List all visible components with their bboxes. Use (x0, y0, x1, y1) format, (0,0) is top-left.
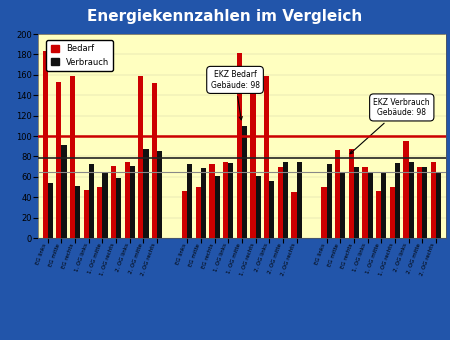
Bar (56, 82, 62, 238)
Bar (89, 164, 94, 238)
Bar (395, 163, 400, 238)
Bar (264, 76, 269, 238)
Bar (269, 181, 274, 238)
Bar (335, 150, 340, 238)
Bar (196, 187, 201, 238)
Bar (48, 183, 53, 238)
Bar (187, 164, 193, 238)
Bar (403, 141, 409, 238)
Bar (409, 162, 414, 238)
Bar (327, 164, 332, 238)
Text: Energiekennzahlen im Vergleich: Energiekennzahlen im Vergleich (87, 10, 363, 24)
Bar (215, 176, 220, 238)
Bar (390, 187, 395, 238)
Bar (256, 176, 261, 238)
Bar (381, 173, 387, 238)
Bar (278, 167, 283, 238)
Bar (291, 192, 297, 238)
Bar (376, 191, 381, 238)
Bar (125, 162, 130, 238)
Bar (223, 162, 228, 238)
Bar (436, 172, 441, 238)
Bar (144, 149, 149, 238)
Bar (43, 51, 48, 238)
Bar (283, 162, 288, 238)
Bar (97, 187, 103, 238)
Text: EKZ Bedarf
Gebäude: 98: EKZ Bedarf Gebäude: 98 (211, 70, 260, 120)
Text: EKZ Verbrauch
Gebäude: 98: EKZ Verbrauch Gebäude: 98 (350, 98, 430, 154)
Bar (362, 167, 368, 238)
Bar (84, 190, 89, 238)
Bar (209, 164, 215, 238)
Bar (75, 186, 81, 238)
Bar (103, 173, 108, 238)
Bar (130, 166, 135, 238)
Bar (201, 168, 206, 238)
Bar (354, 167, 359, 238)
Bar (237, 53, 242, 238)
Bar (297, 162, 302, 238)
Legend: Bedarf, Verbrauch: Bedarf, Verbrauch (46, 40, 113, 71)
Bar (70, 76, 75, 238)
Bar (111, 166, 116, 238)
Bar (349, 149, 354, 238)
Bar (340, 172, 346, 238)
Bar (422, 167, 427, 238)
Bar (368, 172, 373, 238)
Bar (417, 167, 422, 238)
Bar (431, 162, 436, 238)
Bar (116, 178, 122, 238)
Bar (228, 163, 234, 238)
Bar (152, 83, 157, 238)
Bar (250, 84, 256, 238)
Bar (242, 126, 247, 238)
Bar (157, 151, 162, 238)
Bar (321, 187, 327, 238)
Bar (182, 191, 187, 238)
Bar (62, 145, 67, 238)
Bar (138, 76, 144, 238)
